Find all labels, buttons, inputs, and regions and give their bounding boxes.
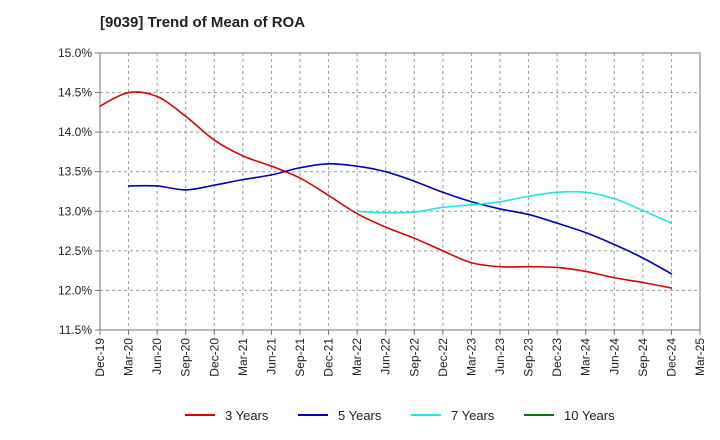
x-tick-label: Mar-20 [122,338,136,376]
x-axis: Dec-19 Mar-20 Jun-20 Sep-20 Dec-20 Mar-21 Jun-… [93,330,707,377]
legend: 3 Years 5 Years 7 Years 10 Years [185,408,615,423]
y-tick-label: 13.5% [58,165,92,179]
x-tick-label: Jun-21 [264,338,278,375]
plot-area-border [99,52,701,331]
x-tick-label: Dec-23 [550,338,564,377]
legend-label: 10 Years [564,408,615,423]
x-tick-label: Sep-22 [407,338,421,377]
y-tick-label: 11.5% [59,323,92,337]
x-tick-label: Jun-24 [607,338,621,375]
x-tick-label: Sep-21 [293,338,307,377]
y-tick-label: 15.0% [58,46,92,60]
series-line-7-years [356,190,673,224]
y-axis: 11.5% 12.0% 12.5% 13.0% 13.5% 14.0% 14.5% 15.0% [58,46,100,337]
x-tick-label: Mar-23 [464,338,478,376]
x-tick-label: Dec-19 [93,338,107,377]
y-tick-label: 13.0% [58,204,92,218]
x-tick-label: Dec-24 [664,338,678,377]
x-tick-label: Mar-21 [236,338,250,376]
grid-lines [100,53,700,330]
y-tick-label: 12.5% [58,244,92,258]
chart-title: [9039] Trend of Mean of ROA [100,14,306,31]
x-tick-label: Sep-24 [636,338,650,377]
legend-label: 3 Years [225,408,269,423]
y-tick-label: 14.5% [58,86,92,100]
x-tick-label: Dec-20 [207,338,221,377]
y-tick-label: 14.0% [58,125,92,139]
x-tick-label: Jun-23 [493,338,507,375]
series-line-3-years [99,91,673,289]
x-tick-label: Jun-22 [379,338,393,375]
legend-label: 5 Years [338,408,382,423]
series-line-5-years [127,162,673,275]
x-tick-label: Mar-24 [579,338,593,376]
x-tick-label: Dec-22 [436,338,450,377]
y-tick-label: 12.0% [58,283,92,297]
x-tick-label: Dec-21 [322,338,336,377]
x-tick-label: Sep-23 [522,338,536,377]
series-lines [99,91,673,289]
x-tick-label: Mar-22 [350,338,364,376]
x-tick-label: Sep-20 [179,338,193,377]
x-tick-label: Mar-25 [693,338,707,376]
x-tick-label: Jun-20 [150,338,164,375]
legend-label: 7 Years [451,408,495,423]
